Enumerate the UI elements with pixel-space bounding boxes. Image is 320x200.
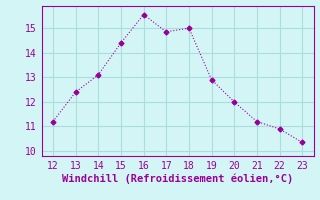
X-axis label: Windchill (Refroidissement éolien,°C): Windchill (Refroidissement éolien,°C) <box>62 174 293 184</box>
